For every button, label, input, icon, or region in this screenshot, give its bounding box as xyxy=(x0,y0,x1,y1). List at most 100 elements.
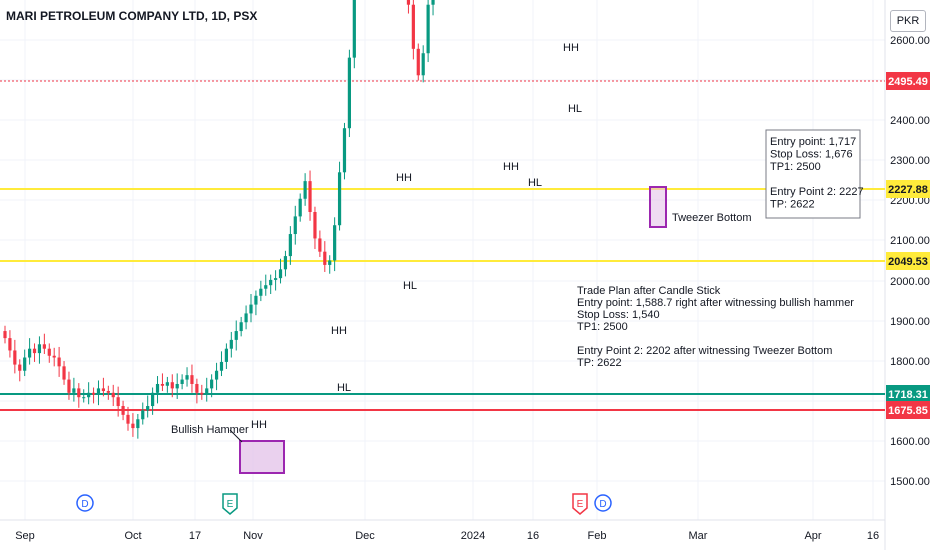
candle-body xyxy=(8,338,12,351)
event-marker-letter: D xyxy=(81,499,88,510)
side-note-line: TP: 2622 xyxy=(770,199,815,211)
candle-body xyxy=(347,57,351,129)
level-label: 2049.53 xyxy=(888,256,928,268)
candle-body xyxy=(259,288,263,296)
candle-body xyxy=(298,198,302,217)
candle-body xyxy=(264,285,268,289)
candle-body xyxy=(3,331,7,339)
candle-body xyxy=(131,423,135,429)
candle-body xyxy=(170,382,174,389)
level-label-bg xyxy=(886,401,930,419)
candle-body xyxy=(106,391,110,393)
dividend-marker xyxy=(594,494,612,512)
candle-body xyxy=(67,379,71,393)
candle-body xyxy=(416,48,420,76)
candle-body xyxy=(146,406,150,411)
side-note-line: Entry point: 1,717 xyxy=(770,136,856,148)
y-tick-label: 2400.00 xyxy=(890,115,930,127)
last-price-label: 2495.49 xyxy=(888,76,928,88)
candle-body xyxy=(342,128,347,173)
candle-body xyxy=(155,383,160,393)
candle-body xyxy=(229,339,233,349)
structure-label: HH xyxy=(331,325,347,337)
candle-body xyxy=(293,216,297,235)
candle-body xyxy=(323,251,327,265)
x-tick-label: 16 xyxy=(867,530,879,542)
side-note-box xyxy=(765,129,861,219)
candle-body xyxy=(313,211,317,239)
dividend-marker xyxy=(76,494,94,512)
x-tick-label: 17 xyxy=(189,530,201,542)
currency-button[interactable]: PKR xyxy=(890,10,926,32)
trade-plan-line: TP1: 2500 xyxy=(577,321,628,333)
candle-body xyxy=(96,388,101,395)
level-label-bg xyxy=(886,180,930,198)
candle-body xyxy=(87,392,91,398)
y-tick-label: 2300.00 xyxy=(890,155,930,167)
y-tick-label: 2600.00 xyxy=(890,35,930,47)
candle-body xyxy=(308,181,312,212)
candle-body xyxy=(28,348,32,358)
last-price-label-bg xyxy=(886,72,930,90)
y-tick-label: 1500.00 xyxy=(890,476,930,488)
candle-body xyxy=(141,410,145,420)
candle-body xyxy=(249,304,253,314)
candle-body xyxy=(91,392,96,395)
candle-body xyxy=(200,392,204,395)
candle-body xyxy=(42,344,46,349)
x-tick-label: Feb xyxy=(588,530,607,542)
candle-body xyxy=(406,0,411,5)
candle-body xyxy=(337,172,342,226)
level-label: 1675.85 xyxy=(888,405,928,417)
candle-body xyxy=(224,348,228,362)
candle-body xyxy=(274,278,278,280)
candle-body xyxy=(278,269,283,279)
event-marker-letter: E xyxy=(577,499,584,510)
y-tick-label: 2100.00 xyxy=(890,235,930,247)
structure-label: HL xyxy=(528,177,542,189)
candle-body xyxy=(239,322,243,332)
event-marker-letter: D xyxy=(599,499,606,510)
candle-body xyxy=(195,383,199,393)
candle-body xyxy=(210,379,214,389)
candle-body xyxy=(328,260,332,265)
tweezer-box xyxy=(649,186,667,228)
candle-body xyxy=(62,366,66,380)
candle-body xyxy=(269,279,273,286)
x-tick-label: Mar xyxy=(689,530,708,542)
candle-body xyxy=(151,392,155,407)
trade-plan-line: Trade Plan after Candle Stick xyxy=(577,285,721,297)
structure-label: HL xyxy=(403,280,417,292)
candle-body xyxy=(303,181,307,199)
candle-body xyxy=(32,348,37,354)
candle-body xyxy=(352,0,356,58)
candle-body xyxy=(72,388,76,393)
structure-label: HH xyxy=(396,172,412,184)
event-marker-letter: E xyxy=(227,499,234,510)
candle-body xyxy=(121,406,125,415)
bullish-hammer-box xyxy=(239,440,285,474)
candle-body xyxy=(52,355,56,358)
side-note-line: TP1: 2500 xyxy=(770,161,821,173)
candle-body xyxy=(160,383,165,386)
candle-body xyxy=(431,0,435,5)
structure-label: HH xyxy=(503,161,519,173)
bullish-hammer-label: Bullish Hammer xyxy=(171,424,249,436)
candle-body xyxy=(116,397,120,407)
level-label: 2227.88 xyxy=(888,184,928,196)
side-note-line: Entry Point 2: 2227 xyxy=(770,186,864,198)
hammer-pointer xyxy=(229,429,243,443)
level-label-bg xyxy=(886,252,930,270)
trade-plan-line: Stop Loss: 1,540 xyxy=(577,309,660,321)
candle-body xyxy=(111,392,115,398)
candle-body xyxy=(219,361,224,371)
level-label-bg xyxy=(886,385,930,403)
candle-body xyxy=(185,375,189,380)
candle-body xyxy=(288,234,292,257)
structure-label: HL xyxy=(337,382,351,394)
candle-body xyxy=(214,370,219,380)
y-tick-label: 1800.00 xyxy=(890,356,930,368)
candle-body xyxy=(136,419,140,429)
